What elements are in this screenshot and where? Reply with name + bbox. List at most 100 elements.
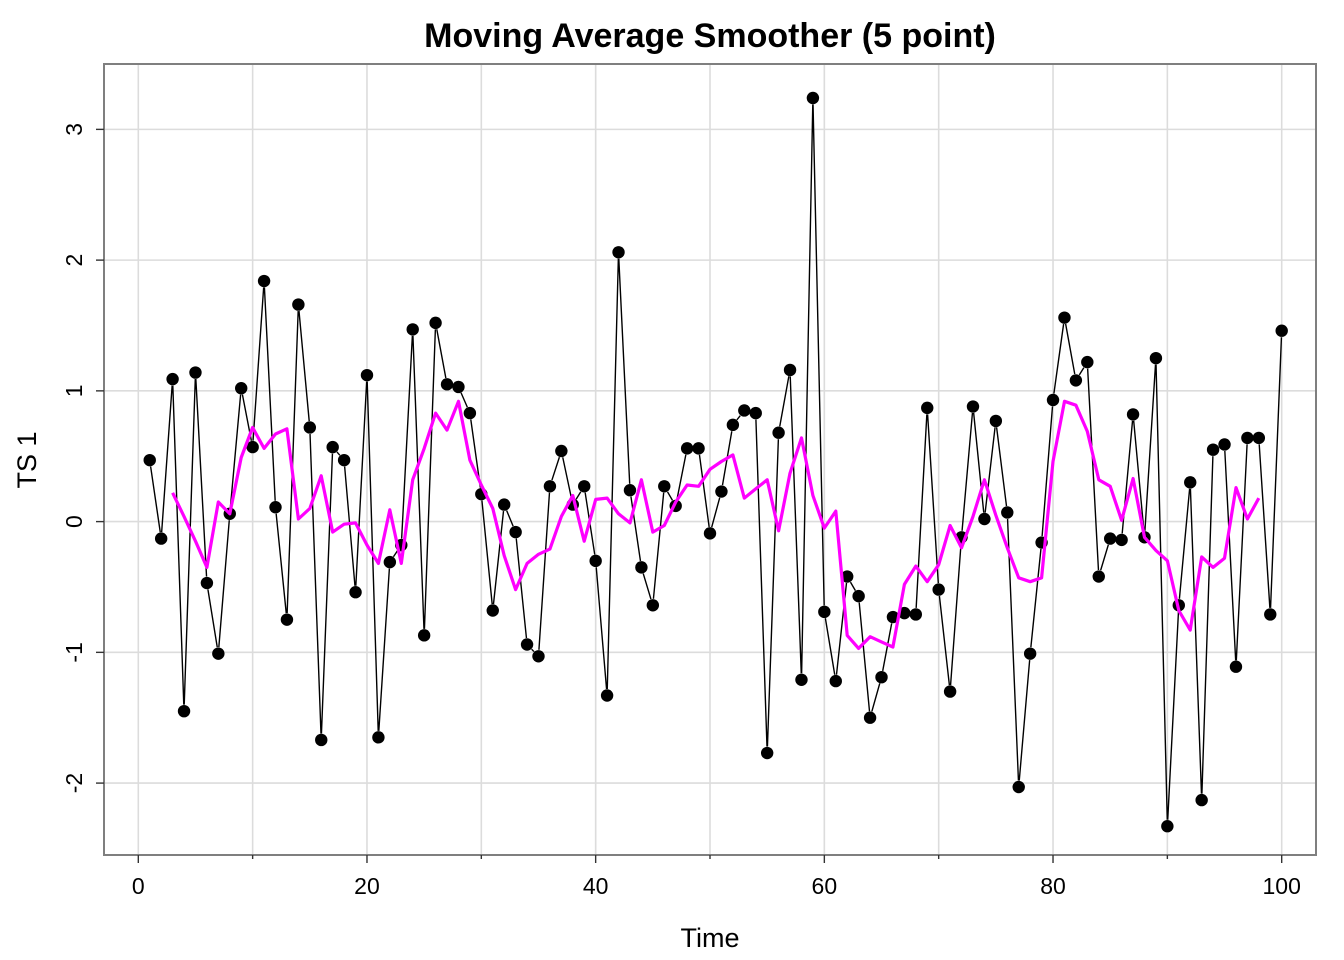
data-point (349, 586, 362, 599)
data-point (749, 406, 762, 420)
data-point (486, 604, 499, 617)
data-point (1046, 393, 1060, 407)
data-point (497, 498, 511, 511)
y-tick-label: 1 (61, 384, 87, 397)
y-tick-label: 3 (61, 123, 87, 136)
data-point (463, 406, 477, 420)
data-point (1115, 533, 1128, 547)
x-tick-label: 0 (132, 873, 145, 899)
moving-average-line (171, 399, 1261, 651)
data-point (692, 442, 705, 455)
data-point (921, 401, 934, 415)
data-point (966, 400, 980, 413)
data-point (783, 363, 797, 377)
data-point (1023, 647, 1037, 660)
x-tick-label: 100 (1263, 873, 1301, 899)
data-point (795, 673, 808, 687)
data-point (154, 532, 168, 545)
data-point (372, 731, 385, 744)
data-point (658, 480, 671, 493)
x-tick-label: 80 (1040, 873, 1066, 899)
data-point (1069, 374, 1083, 387)
axes: 0 20 40 60 80 100 -2 -1 0 1 2 3 (61, 123, 1301, 899)
data-point (680, 442, 694, 455)
data-point (1092, 570, 1105, 583)
data-point (623, 484, 637, 497)
data-point (315, 733, 328, 747)
data-point (760, 746, 774, 760)
data-point (1012, 780, 1025, 794)
x-tick-label: 60 (812, 873, 838, 899)
data-point (909, 608, 923, 621)
data-point (509, 525, 522, 539)
data-point (257, 274, 271, 288)
data-point (726, 418, 740, 432)
y-axis-label: TS 1 (12, 431, 42, 488)
data-point (852, 589, 865, 603)
data-point (452, 380, 465, 394)
data-point (1103, 532, 1117, 545)
data-point (589, 554, 602, 568)
data-point (1001, 506, 1014, 519)
data-point (429, 316, 442, 330)
chart-title: Moving Average Smoother (5 point) (424, 17, 996, 55)
data-point (417, 629, 431, 642)
data-point (989, 414, 1003, 428)
data-point (841, 570, 854, 583)
data-point (1161, 820, 1174, 833)
data-point (818, 605, 831, 619)
data-point (235, 382, 248, 395)
data-point (1195, 793, 1208, 807)
data-point (406, 323, 419, 336)
data-point (1229, 660, 1243, 673)
data-point (200, 576, 214, 590)
data-point (715, 485, 728, 498)
data-point (326, 440, 339, 454)
data-point (578, 480, 591, 493)
x-tick-label: 20 (354, 873, 380, 899)
data-point (212, 647, 225, 660)
data-point (1126, 408, 1140, 421)
y-tick-label: 0 (61, 515, 87, 528)
data-point (1184, 476, 1197, 489)
data-point (1275, 324, 1288, 337)
x-tick-label: 40 (583, 873, 609, 899)
data-point (555, 444, 568, 458)
data-point (1149, 351, 1163, 365)
data-point (280, 613, 294, 626)
data-point (303, 421, 317, 434)
data-point (177, 704, 191, 718)
data-point (246, 440, 259, 454)
plot-series (143, 91, 1289, 833)
y-tick-label: -1 (61, 642, 87, 662)
data-point (1252, 431, 1266, 445)
data-point (646, 599, 660, 612)
data-point (943, 685, 957, 698)
y-tick-label: 2 (61, 254, 87, 267)
y-tick-label: -2 (61, 773, 87, 793)
data-point (532, 650, 545, 663)
data-point (440, 378, 454, 391)
data-point (1241, 431, 1254, 445)
data-point (1206, 443, 1220, 456)
data-point (383, 555, 397, 569)
data-point (635, 561, 648, 574)
data-point (886, 610, 900, 624)
data-point (143, 453, 156, 467)
data-point (829, 674, 842, 688)
raw-series-line (149, 97, 1283, 827)
x-axis-label: Time (681, 923, 740, 953)
data-point (978, 512, 991, 526)
data-point (703, 527, 717, 540)
data-point (738, 404, 751, 417)
data-point (612, 246, 625, 259)
data-point (806, 91, 820, 105)
data-point (875, 670, 888, 684)
data-point (360, 368, 374, 382)
data-point (337, 453, 351, 467)
data-point (189, 366, 202, 379)
data-point (1264, 608, 1277, 621)
data-point (543, 480, 557, 493)
data-point (1218, 438, 1231, 451)
